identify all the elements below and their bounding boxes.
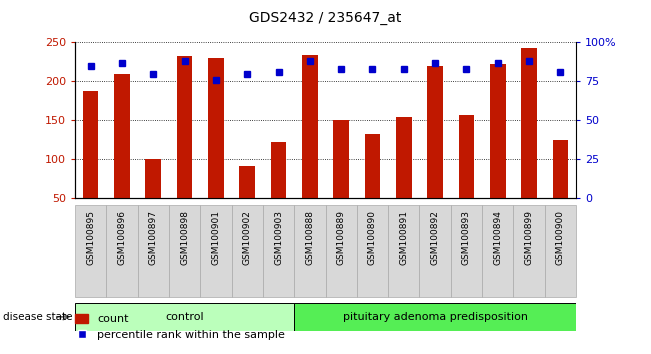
Bar (514, 205, 545, 297)
Text: GSM100891: GSM100891 (399, 210, 408, 265)
Text: disease state: disease state (3, 312, 73, 322)
Bar (106, 205, 137, 297)
Bar (545, 205, 576, 297)
Bar (137, 205, 169, 297)
Bar (482, 205, 514, 297)
Bar (294, 205, 326, 297)
Text: GSM100903: GSM100903 (274, 210, 283, 265)
Bar (357, 205, 388, 297)
Bar (83, 91, 98, 237)
Bar (201, 205, 232, 297)
Text: GSM100898: GSM100898 (180, 210, 189, 265)
Bar (176, 56, 192, 237)
Bar (490, 64, 506, 237)
Text: GSM100899: GSM100899 (525, 210, 534, 265)
Bar (326, 205, 357, 297)
Bar (75, 205, 106, 297)
Text: GSM100893: GSM100893 (462, 210, 471, 265)
Bar (521, 48, 537, 237)
Bar (302, 55, 318, 237)
Text: GSM100892: GSM100892 (431, 210, 439, 265)
Bar (75, 303, 294, 331)
Bar (427, 66, 443, 237)
Bar (240, 166, 255, 237)
Text: GSM100900: GSM100900 (556, 210, 565, 265)
Bar (450, 205, 482, 297)
Bar (145, 159, 161, 237)
Text: control: control (165, 312, 204, 322)
Text: pituitary adenoma predisposition: pituitary adenoma predisposition (342, 312, 528, 322)
Text: GSM100897: GSM100897 (148, 210, 158, 265)
Text: GSM100896: GSM100896 (117, 210, 126, 265)
Text: GSM100889: GSM100889 (337, 210, 346, 265)
Legend: count, percentile rank within the sample: count, percentile rank within the sample (71, 309, 290, 345)
Bar (263, 205, 294, 297)
Text: GSM100894: GSM100894 (493, 210, 503, 265)
Bar (553, 140, 568, 237)
Bar (169, 205, 201, 297)
Bar (333, 120, 349, 237)
Bar (419, 205, 450, 297)
Text: GSM100895: GSM100895 (86, 210, 95, 265)
Text: GSM100902: GSM100902 (243, 210, 252, 265)
Bar (365, 133, 380, 237)
Bar (271, 142, 286, 237)
Text: GSM100890: GSM100890 (368, 210, 377, 265)
Bar (232, 205, 263, 297)
Bar (459, 115, 475, 237)
Text: GSM100901: GSM100901 (212, 210, 220, 265)
Bar (294, 303, 576, 331)
Text: GSM100888: GSM100888 (305, 210, 314, 265)
Bar (208, 58, 224, 237)
Text: GDS2432 / 235647_at: GDS2432 / 235647_at (249, 11, 402, 25)
Bar (388, 205, 419, 297)
Bar (396, 117, 411, 237)
Bar (114, 74, 130, 237)
